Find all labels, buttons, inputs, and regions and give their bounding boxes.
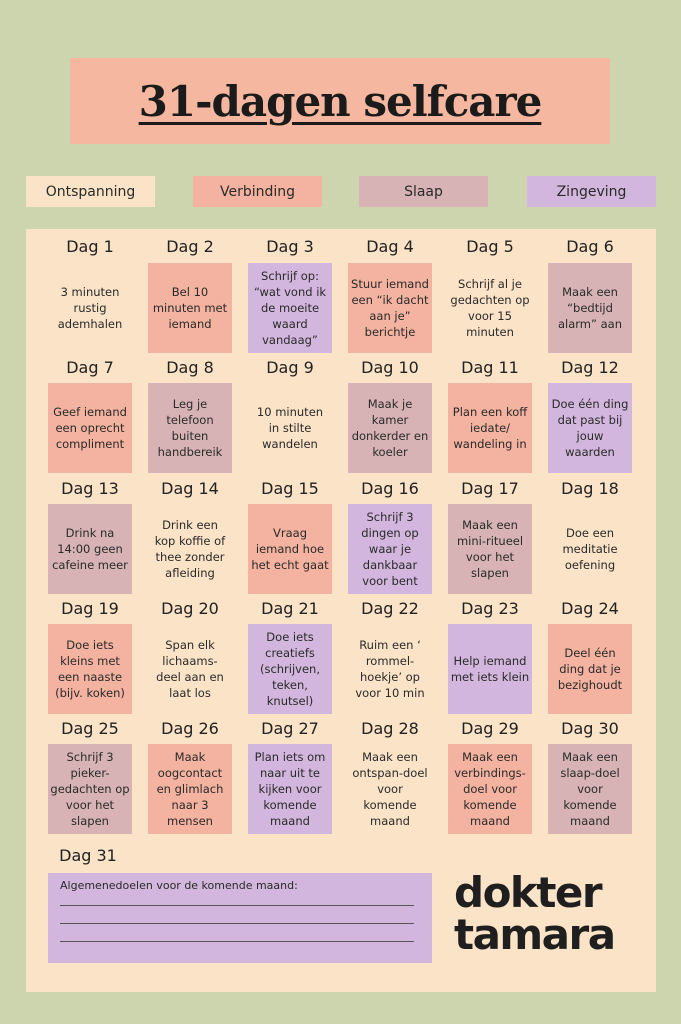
- day-25-title: Dag 25: [61, 719, 119, 738]
- day-22-title: Dag 22: [361, 599, 419, 618]
- day-1-title: Dag 1: [66, 237, 114, 256]
- page-title: 31-dagen selfcare: [138, 76, 543, 126]
- day-17-title: Dag 17: [461, 479, 519, 498]
- day-28-title: Dag 28: [361, 719, 419, 738]
- day-11-task: Plan een koff iedate/ wandeling in: [448, 383, 532, 473]
- day-17-task: Maak een mini-ritueel voor het slapen: [448, 504, 532, 594]
- day-10-title: Dag 10: [361, 358, 419, 377]
- day-4-task: Stuur iemand een “ik dacht aan je” beric…: [348, 263, 432, 353]
- brand-line-2: tamara: [454, 910, 616, 959]
- day-18-title: Dag 18: [561, 479, 619, 498]
- day-27-title: Dag 27: [261, 719, 319, 738]
- day-27-task: Plan iets om naar uit te kijken voor kom…: [248, 744, 332, 834]
- day-24-title: Dag 24: [561, 599, 619, 618]
- goals-box: Algemenedoelen voor de komende maand:: [48, 873, 432, 963]
- day-30-task: Maak een slaap-doel voor komende maand: [548, 744, 632, 834]
- day-9-title: Dag 9: [266, 358, 314, 377]
- day-8-title: Dag 8: [166, 358, 214, 377]
- day-16-title: Dag 16: [361, 479, 419, 498]
- day-21-title: Dag 21: [261, 599, 319, 618]
- legend-slaap: Slaap: [359, 176, 488, 207]
- day-21-task: Doe iets creatiefs (schrijven, teken, kn…: [248, 624, 332, 714]
- day-19-task: Doe iets kleins met een naaste (bijv. ko…: [48, 624, 132, 714]
- day-3-task: Schrijf op: “wat vond ik de moeite waard…: [248, 263, 332, 353]
- day-12-task: Doe één ding dat past bij jouw waarden: [548, 383, 632, 473]
- day-16-task: Schrijf 3 dingen op waar je dankbaar voo…: [348, 504, 432, 594]
- day-13-task: Drink na 14:00 geen cafeine meer: [48, 504, 132, 594]
- legend-verbinding: Verbinding: [193, 176, 322, 207]
- goal-line: [60, 941, 414, 942]
- day-1-task: 3 minuten rustig ademhalen: [57, 285, 123, 331]
- day-10-task: Maak je kamer donkerder en koeler: [348, 383, 432, 473]
- day-11-title: Dag 11: [461, 358, 519, 377]
- legend-zingeving: Zingeving: [527, 176, 656, 207]
- day-6-task: Maak een “bedtijd alarm” aan: [548, 263, 632, 353]
- day-14-task: Drink een kop koffie of thee zonder afle…: [154, 518, 226, 580]
- day-8-task: Leg je telefoon buiten handbereik: [148, 383, 232, 473]
- day-26-task: Maak oogcontact en glimlach naar 3 mense…: [148, 744, 232, 834]
- calendar-panel: Dag 31 Algemenedoelen voor de komende ma…: [26, 229, 656, 992]
- day-25-task: Schrijf 3 pieker-gedachten op voor het s…: [48, 744, 132, 834]
- brand-logo: dokter tamara: [454, 872, 644, 956]
- day-9-task: 10 minuten in stilte wandelen: [256, 405, 324, 451]
- day-3-title: Dag 3: [266, 237, 314, 256]
- day-15-title: Dag 15: [261, 479, 319, 498]
- day-29-task: Maak een verbindings-doel voor komende m…: [448, 744, 532, 834]
- day-29-title: Dag 29: [461, 719, 519, 738]
- day-6-title: Dag 6: [566, 237, 614, 256]
- day-7-title: Dag 7: [66, 358, 114, 377]
- day-14-title: Dag 14: [161, 479, 219, 498]
- goal-line: [60, 905, 414, 906]
- brand-line-1: dokter: [454, 868, 603, 917]
- day-15-task: Vraag iemand hoe het echt gaat: [248, 504, 332, 594]
- day-20-title: Dag 20: [161, 599, 219, 618]
- day-7-task: Geef iemand een oprecht compliment: [48, 383, 132, 473]
- day-5-title: Dag 5: [466, 237, 514, 256]
- day-24-task: Deel één ding dat je bezighoudt: [548, 624, 632, 714]
- goal-line: [60, 923, 414, 924]
- day-4-title: Dag 4: [366, 237, 414, 256]
- day-12-title: Dag 12: [561, 358, 619, 377]
- day-30-title: Dag 30: [561, 719, 619, 738]
- day-23-title: Dag 23: [461, 599, 519, 618]
- day-22-task: Ruim een ‘ rommel-hoekje’ op voor 10 min: [355, 638, 425, 700]
- day-23-task: Help iemand met iets klein: [448, 624, 532, 714]
- day-19-title: Dag 19: [61, 599, 119, 618]
- goals-label: Algemenedoelen voor de komende maand:: [60, 879, 298, 892]
- day-18-task: Doe een meditatie oefening: [562, 526, 618, 572]
- day-20-task: Span elk lichaams-deel aan en laat los: [156, 638, 224, 700]
- day-2-title: Dag 2: [166, 237, 214, 256]
- day-26-title: Dag 26: [161, 719, 219, 738]
- day-13-title: Dag 13: [61, 479, 119, 498]
- day-5-task: Schrijf al je gedachten op voor 15 minut…: [450, 277, 530, 339]
- day-2-task: Bel 10 minuten met iemand: [148, 263, 232, 353]
- title-banner: 31-dagen selfcare: [70, 58, 610, 144]
- legend-ontspanning: Ontspanning: [26, 176, 155, 207]
- day-31-title: Dag 31: [59, 846, 117, 865]
- day-28-task: Maak een ontspan-doel voor komende maand: [352, 750, 428, 828]
